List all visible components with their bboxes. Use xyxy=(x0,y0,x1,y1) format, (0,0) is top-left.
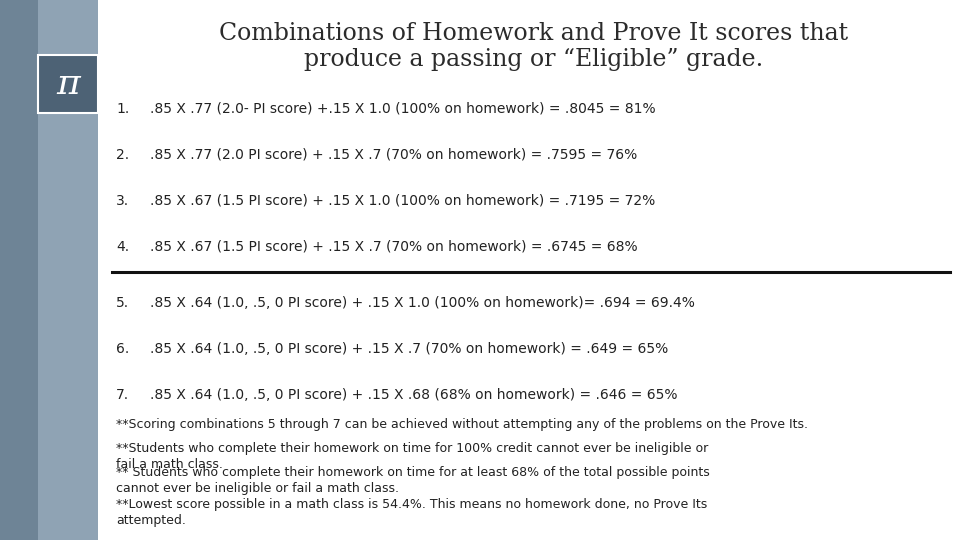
Text: Combinations of Homework and Prove It scores that: Combinations of Homework and Prove It sc… xyxy=(220,22,849,45)
Text: .85 X .64 (1.0, .5, 0 PI score) + .15 X .7 (70% on homework) = .649 = 65%: .85 X .64 (1.0, .5, 0 PI score) + .15 X … xyxy=(150,342,668,356)
Text: 1.: 1. xyxy=(116,102,130,116)
Text: .85 X .67 (1.5 PI score) + .15 X 1.0 (100% on homework) = .7195 = 72%: .85 X .67 (1.5 PI score) + .15 X 1.0 (10… xyxy=(150,194,656,208)
Text: produce a passing or “Eligible” grade.: produce a passing or “Eligible” grade. xyxy=(304,48,763,71)
Text: 7.: 7. xyxy=(116,388,130,402)
Text: 5.: 5. xyxy=(116,296,130,310)
Text: 2.: 2. xyxy=(116,148,130,162)
Text: 3.: 3. xyxy=(116,194,130,208)
Text: .85 X .77 (2.0- PI score) +.15 X 1.0 (100% on homework) = .8045 = 81%: .85 X .77 (2.0- PI score) +.15 X 1.0 (10… xyxy=(150,102,656,116)
Bar xyxy=(38,0,98,540)
Bar xyxy=(0,0,38,540)
Text: 4.: 4. xyxy=(116,240,130,254)
Text: .85 X .77 (2.0 PI score) + .15 X .7 (70% on homework) = .7595 = 76%: .85 X .77 (2.0 PI score) + .15 X .7 (70%… xyxy=(150,148,637,162)
Text: 6.: 6. xyxy=(116,342,130,356)
Text: .85 X .67 (1.5 PI score) + .15 X .7 (70% on homework) = .6745 = 68%: .85 X .67 (1.5 PI score) + .15 X .7 (70%… xyxy=(150,240,637,254)
Text: .85 X .64 (1.0, .5, 0 PI score) + .15 X 1.0 (100% on homework)= .694 = 69.4%: .85 X .64 (1.0, .5, 0 PI score) + .15 X … xyxy=(150,296,695,310)
Bar xyxy=(38,55,98,113)
Text: .85 X .64 (1.0, .5, 0 PI score) + .15 X .68 (68% on homework) = .646 = 65%: .85 X .64 (1.0, .5, 0 PI score) + .15 X … xyxy=(150,388,678,402)
Text: **Students who complete their homework on time for 100% credit cannot ever be in: **Students who complete their homework o… xyxy=(116,442,708,471)
Text: ** Students who complete their homework on time for at least 68% of the total po: ** Students who complete their homework … xyxy=(116,466,709,495)
Text: **Scoring combinations 5 through 7 can be achieved without attempting any of the: **Scoring combinations 5 through 7 can b… xyxy=(116,418,808,431)
Text: **Lowest score possible in a math class is 54.4%. This means no homework done, n: **Lowest score possible in a math class … xyxy=(116,498,708,527)
Text: π: π xyxy=(56,67,80,101)
